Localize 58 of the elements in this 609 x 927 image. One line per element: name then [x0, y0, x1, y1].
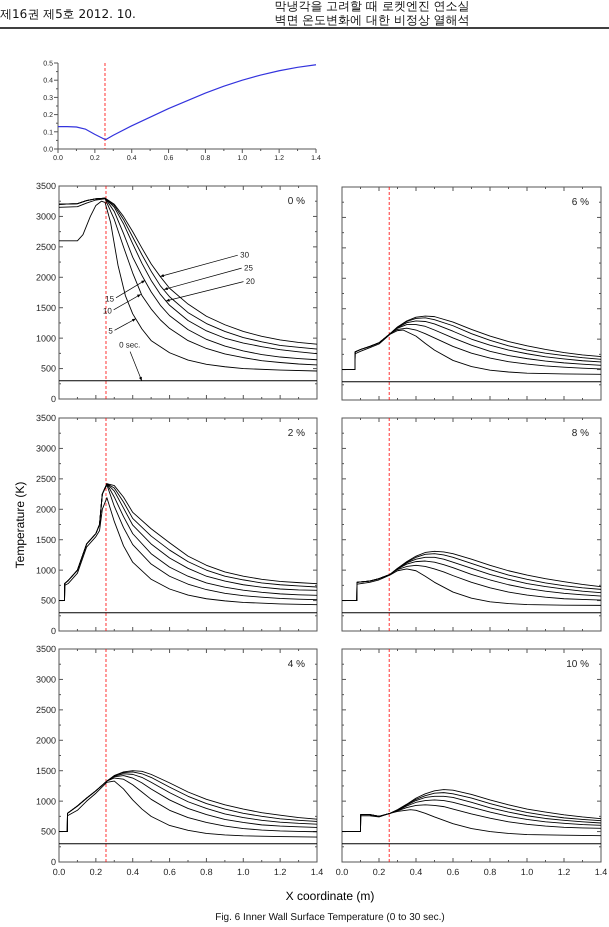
x-tick-label: 0.8: [200, 867, 213, 877]
y-tick-label: 1500: [36, 766, 56, 776]
y-tick-label: 1000: [36, 796, 56, 806]
y-tick-label: 0: [50, 394, 56, 404]
y-tick-label: 0: [50, 857, 56, 868]
y-tick-label: 2000: [36, 735, 56, 746]
y-tick-label: 2000: [36, 272, 56, 282]
y-tick-label: 1000: [36, 565, 56, 576]
x-tick-label: 1.0: [520, 867, 534, 877]
y-tick-label: 500: [40, 596, 56, 606]
text: 2 %: [288, 428, 306, 439]
y-tick-label: 3000: [36, 444, 56, 454]
y-tick-label: 1000: [36, 333, 56, 344]
y-tick-label: 1500: [36, 534, 56, 545]
x-tick-label: 0.2: [90, 867, 102, 877]
caption: Fig. 6 Inner Wall Surface Temperature (0 to 30 sec.): [215, 912, 445, 923]
y-axis-title: Temperature (K): [13, 482, 27, 568]
x-tick-label: 0.4: [410, 867, 422, 877]
text: 벽면 온도변화에 대한 비정상 열해석: [274, 13, 470, 27]
x-tick-label: 1.0: [237, 867, 250, 877]
text: 막냉각을 고려할 때 로켓엔진 연소실: [274, 0, 470, 13]
x-tick-label: 0.6: [446, 867, 460, 877]
text: 6 %: [572, 197, 590, 208]
text: 0 %: [288, 196, 306, 207]
y-tick-label: 0: [50, 626, 56, 636]
y-tick-label: 3500: [36, 644, 56, 654]
text: 제16권 제5호 2012. 10.: [0, 7, 136, 21]
annotation: 5: [108, 326, 114, 336]
text: 8 %: [572, 428, 590, 439]
x-tick-label: 1.4: [594, 867, 608, 877]
x-tick-label: 1.2: [558, 867, 570, 877]
x-tick-label: 0.4: [126, 867, 139, 877]
text: 10 %: [566, 659, 590, 670]
y-tick-label: 3000: [36, 674, 56, 685]
x-tick-label: 1.4: [310, 867, 324, 877]
y-tick-label: 2500: [36, 705, 56, 716]
annotation: 15: [105, 294, 115, 304]
text: 4 %: [288, 659, 306, 670]
y-tick-label: 1500: [36, 302, 56, 313]
y-tick-label: 500: [40, 364, 56, 374]
x-tick-label: 1.2: [274, 867, 286, 877]
y-tick-label: 2000: [36, 504, 56, 514]
x-axis-title: X coordinate (m): [286, 889, 374, 903]
x-tick-label: 0.8: [484, 867, 496, 877]
annotation: 25: [244, 263, 254, 272]
y-tick-label: 2500: [36, 474, 56, 484]
annotation: 10: [102, 306, 112, 316]
y-tick-label: 3000: [36, 212, 56, 222]
y-tick-label: 2500: [36, 242, 56, 252]
y-tick-label: 500: [40, 826, 56, 837]
x-tick-label: 0.2: [372, 867, 386, 877]
annotation: 0 sec.: [119, 340, 140, 350]
x-tick-label: 0.6: [163, 867, 176, 877]
y-tick-label: 3500: [36, 413, 56, 424]
annotation: 20: [246, 277, 256, 286]
annotation: 30: [240, 250, 250, 260]
y-tick-label: 3500: [36, 181, 56, 192]
x-tick-label: 0.0: [336, 867, 348, 877]
